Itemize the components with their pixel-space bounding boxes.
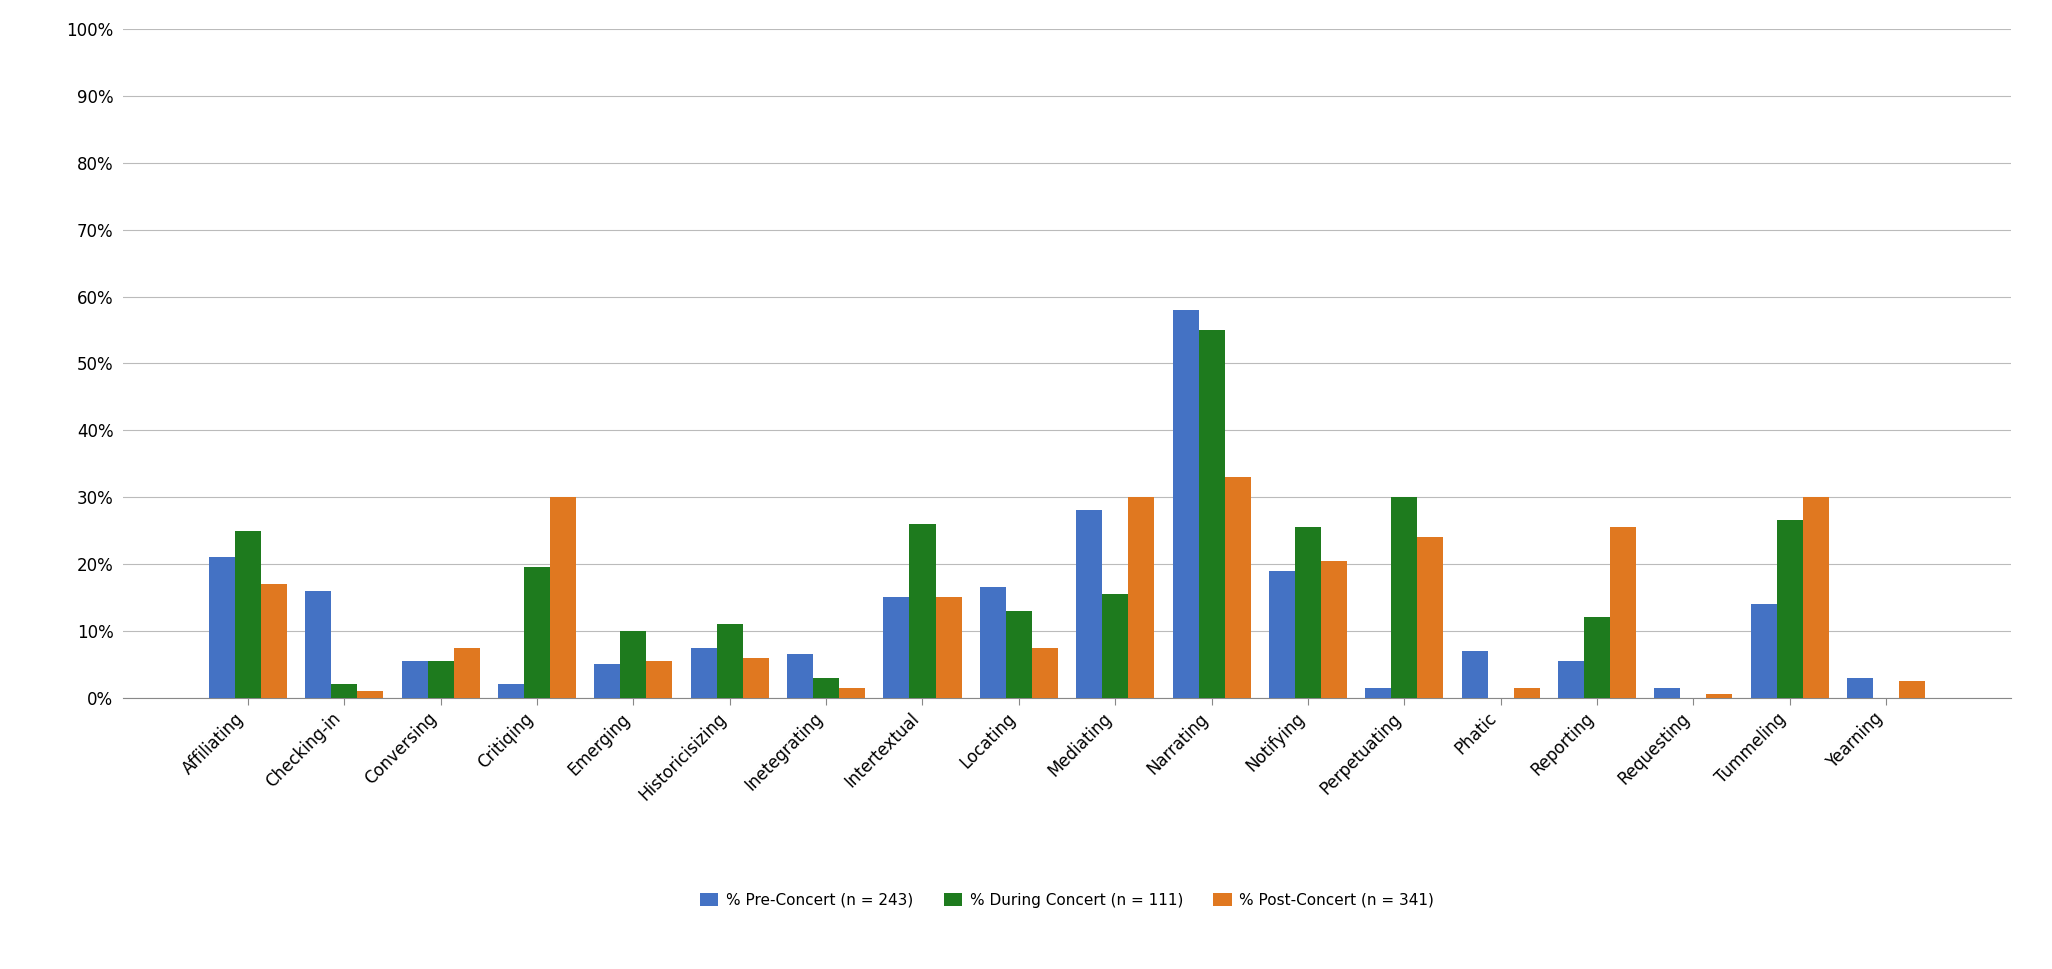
- Bar: [716, 624, 743, 698]
- Bar: [692, 647, 716, 698]
- Bar: [936, 597, 962, 698]
- Bar: [1005, 610, 1032, 698]
- Bar: [1129, 497, 1153, 698]
- Bar: [743, 658, 770, 698]
- Bar: [1707, 695, 1732, 698]
- Bar: [813, 677, 839, 698]
- Bar: [499, 684, 523, 698]
- Bar: [1514, 688, 1539, 698]
- Bar: [234, 531, 261, 698]
- Bar: [523, 567, 550, 698]
- Bar: [357, 691, 384, 698]
- Bar: [620, 631, 646, 698]
- Bar: [1391, 497, 1418, 698]
- Bar: [261, 584, 287, 698]
- Bar: [1611, 527, 1635, 698]
- Bar: [909, 524, 936, 698]
- Bar: [1032, 647, 1059, 698]
- Bar: [1365, 688, 1391, 698]
- Bar: [1295, 527, 1321, 698]
- Bar: [1225, 477, 1250, 698]
- Bar: [1268, 571, 1295, 698]
- Bar: [788, 654, 813, 698]
- Bar: [1777, 520, 1804, 698]
- Bar: [1847, 677, 1873, 698]
- Bar: [981, 587, 1005, 698]
- Bar: [330, 684, 357, 698]
- Bar: [1172, 310, 1198, 698]
- Bar: [402, 661, 427, 698]
- Bar: [1461, 651, 1488, 698]
- Bar: [550, 497, 577, 698]
- Bar: [1075, 511, 1102, 698]
- Bar: [884, 597, 909, 698]
- Bar: [1584, 617, 1611, 698]
- Bar: [1557, 661, 1584, 698]
- Bar: [209, 557, 234, 698]
- Bar: [839, 688, 866, 698]
- Legend: % Pre-Concert (n = 243), % During Concert (n = 111), % Post-Concert (n = 341): % Pre-Concert (n = 243), % During Concer…: [700, 892, 1434, 908]
- Bar: [1804, 497, 1828, 698]
- Bar: [306, 591, 330, 698]
- Bar: [1654, 688, 1681, 698]
- Bar: [427, 661, 453, 698]
- Bar: [595, 665, 620, 698]
- Bar: [453, 647, 480, 698]
- Bar: [1321, 561, 1346, 698]
- Bar: [1418, 537, 1443, 698]
- Bar: [1198, 330, 1225, 698]
- Bar: [1750, 604, 1777, 698]
- Bar: [1900, 681, 1925, 698]
- Bar: [646, 661, 673, 698]
- Bar: [1102, 594, 1129, 698]
